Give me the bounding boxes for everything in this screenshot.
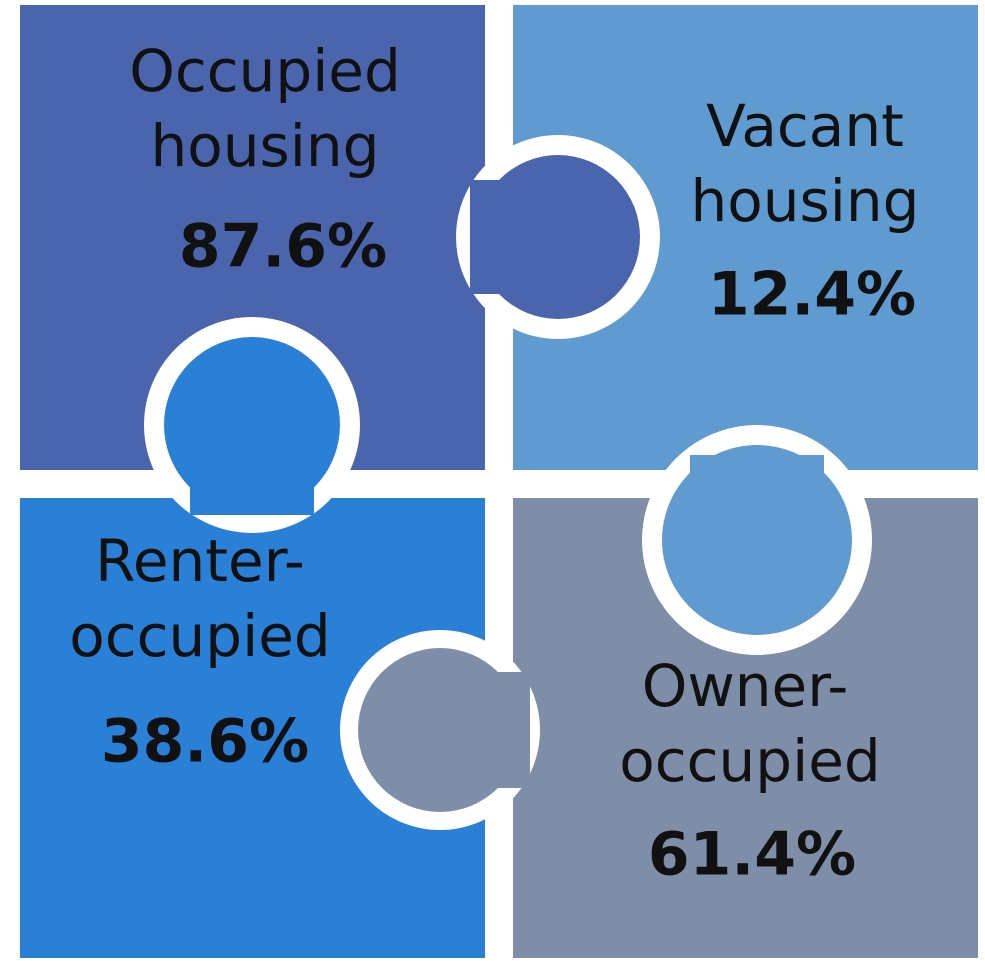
label-line: Occupied bbox=[129, 37, 401, 105]
label-line: Vacant bbox=[706, 92, 904, 160]
value: 38.6% bbox=[101, 707, 309, 777]
label-line: Renter- bbox=[95, 527, 305, 595]
label-line: housing bbox=[151, 112, 380, 180]
label-line: housing bbox=[691, 167, 920, 235]
knob-owner bbox=[340, 630, 540, 830]
knob-vacant bbox=[642, 425, 872, 655]
value: 12.4% bbox=[708, 260, 916, 330]
label-line: Owner- bbox=[642, 652, 849, 720]
value: 87.6% bbox=[179, 212, 387, 282]
knob-occupied bbox=[456, 135, 660, 339]
label-line: occupied bbox=[619, 727, 880, 795]
label-line: occupied bbox=[69, 602, 330, 670]
knob-renter bbox=[144, 317, 360, 533]
value: 61.4% bbox=[648, 820, 856, 890]
